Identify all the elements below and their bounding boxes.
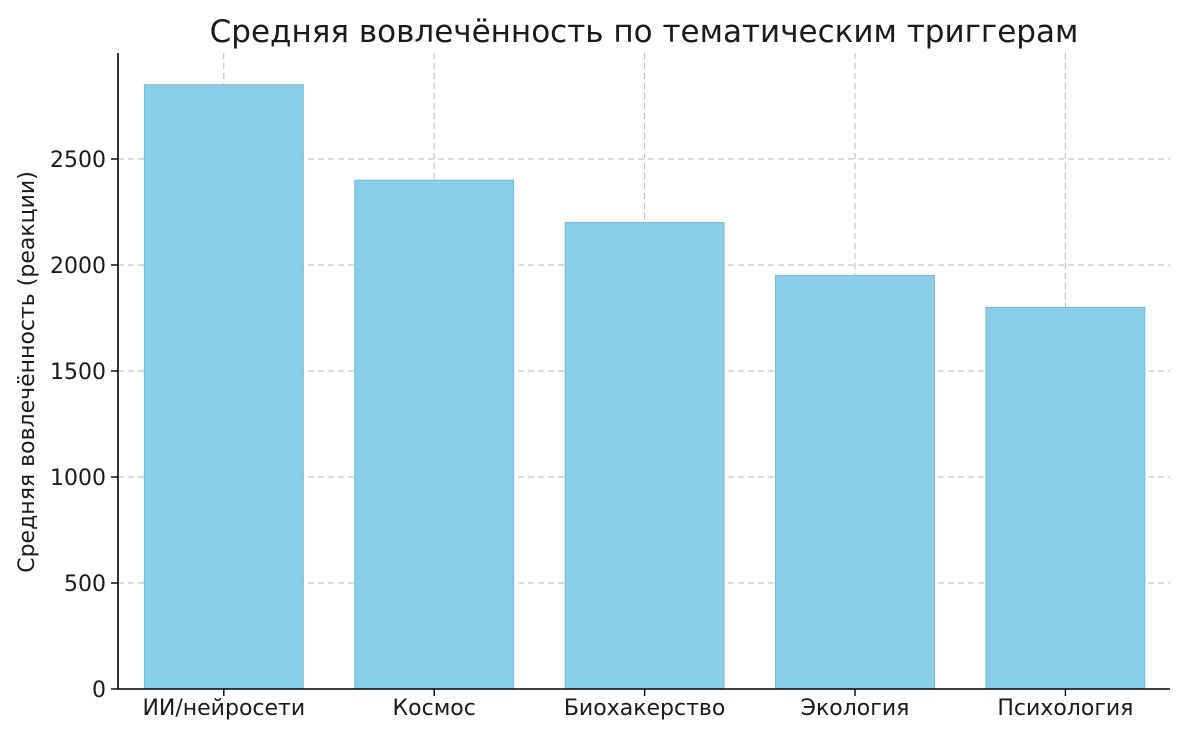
bars — [143, 84, 1146, 690]
tick-labels: 0 500 1000 1500 2000 2500 ИИ/нейросети Космос Би… — [50, 148, 1133, 721]
bar-3 — [775, 275, 935, 690]
x-tick-label: Космос — [393, 696, 476, 721]
bar-0 — [143, 84, 304, 690]
x-tick-label: Экология — [801, 696, 910, 721]
x-tick-label: ИИ/нейросети — [142, 696, 305, 721]
y-tick-label: 500 — [64, 572, 106, 597]
y-tick-label: 1000 — [50, 466, 106, 491]
x-tick-label: Биохакерство — [564, 696, 725, 721]
y-tick-label: 2500 — [50, 148, 106, 173]
bar-2 — [564, 222, 725, 690]
bar-4 — [985, 306, 1146, 690]
y-tick-label: 1500 — [50, 360, 106, 385]
axes — [111, 53, 1170, 696]
chart-title: Средняя вовлечённость по тематическим тр… — [210, 14, 1079, 50]
y-tick-label: 2000 — [50, 254, 106, 279]
y-axis-label: Средняя вовлечённость (реакции) — [15, 171, 40, 573]
bar-1 — [354, 179, 515, 690]
y-tick-label: 0 — [92, 678, 106, 703]
x-tick-label: Психология — [997, 696, 1133, 721]
